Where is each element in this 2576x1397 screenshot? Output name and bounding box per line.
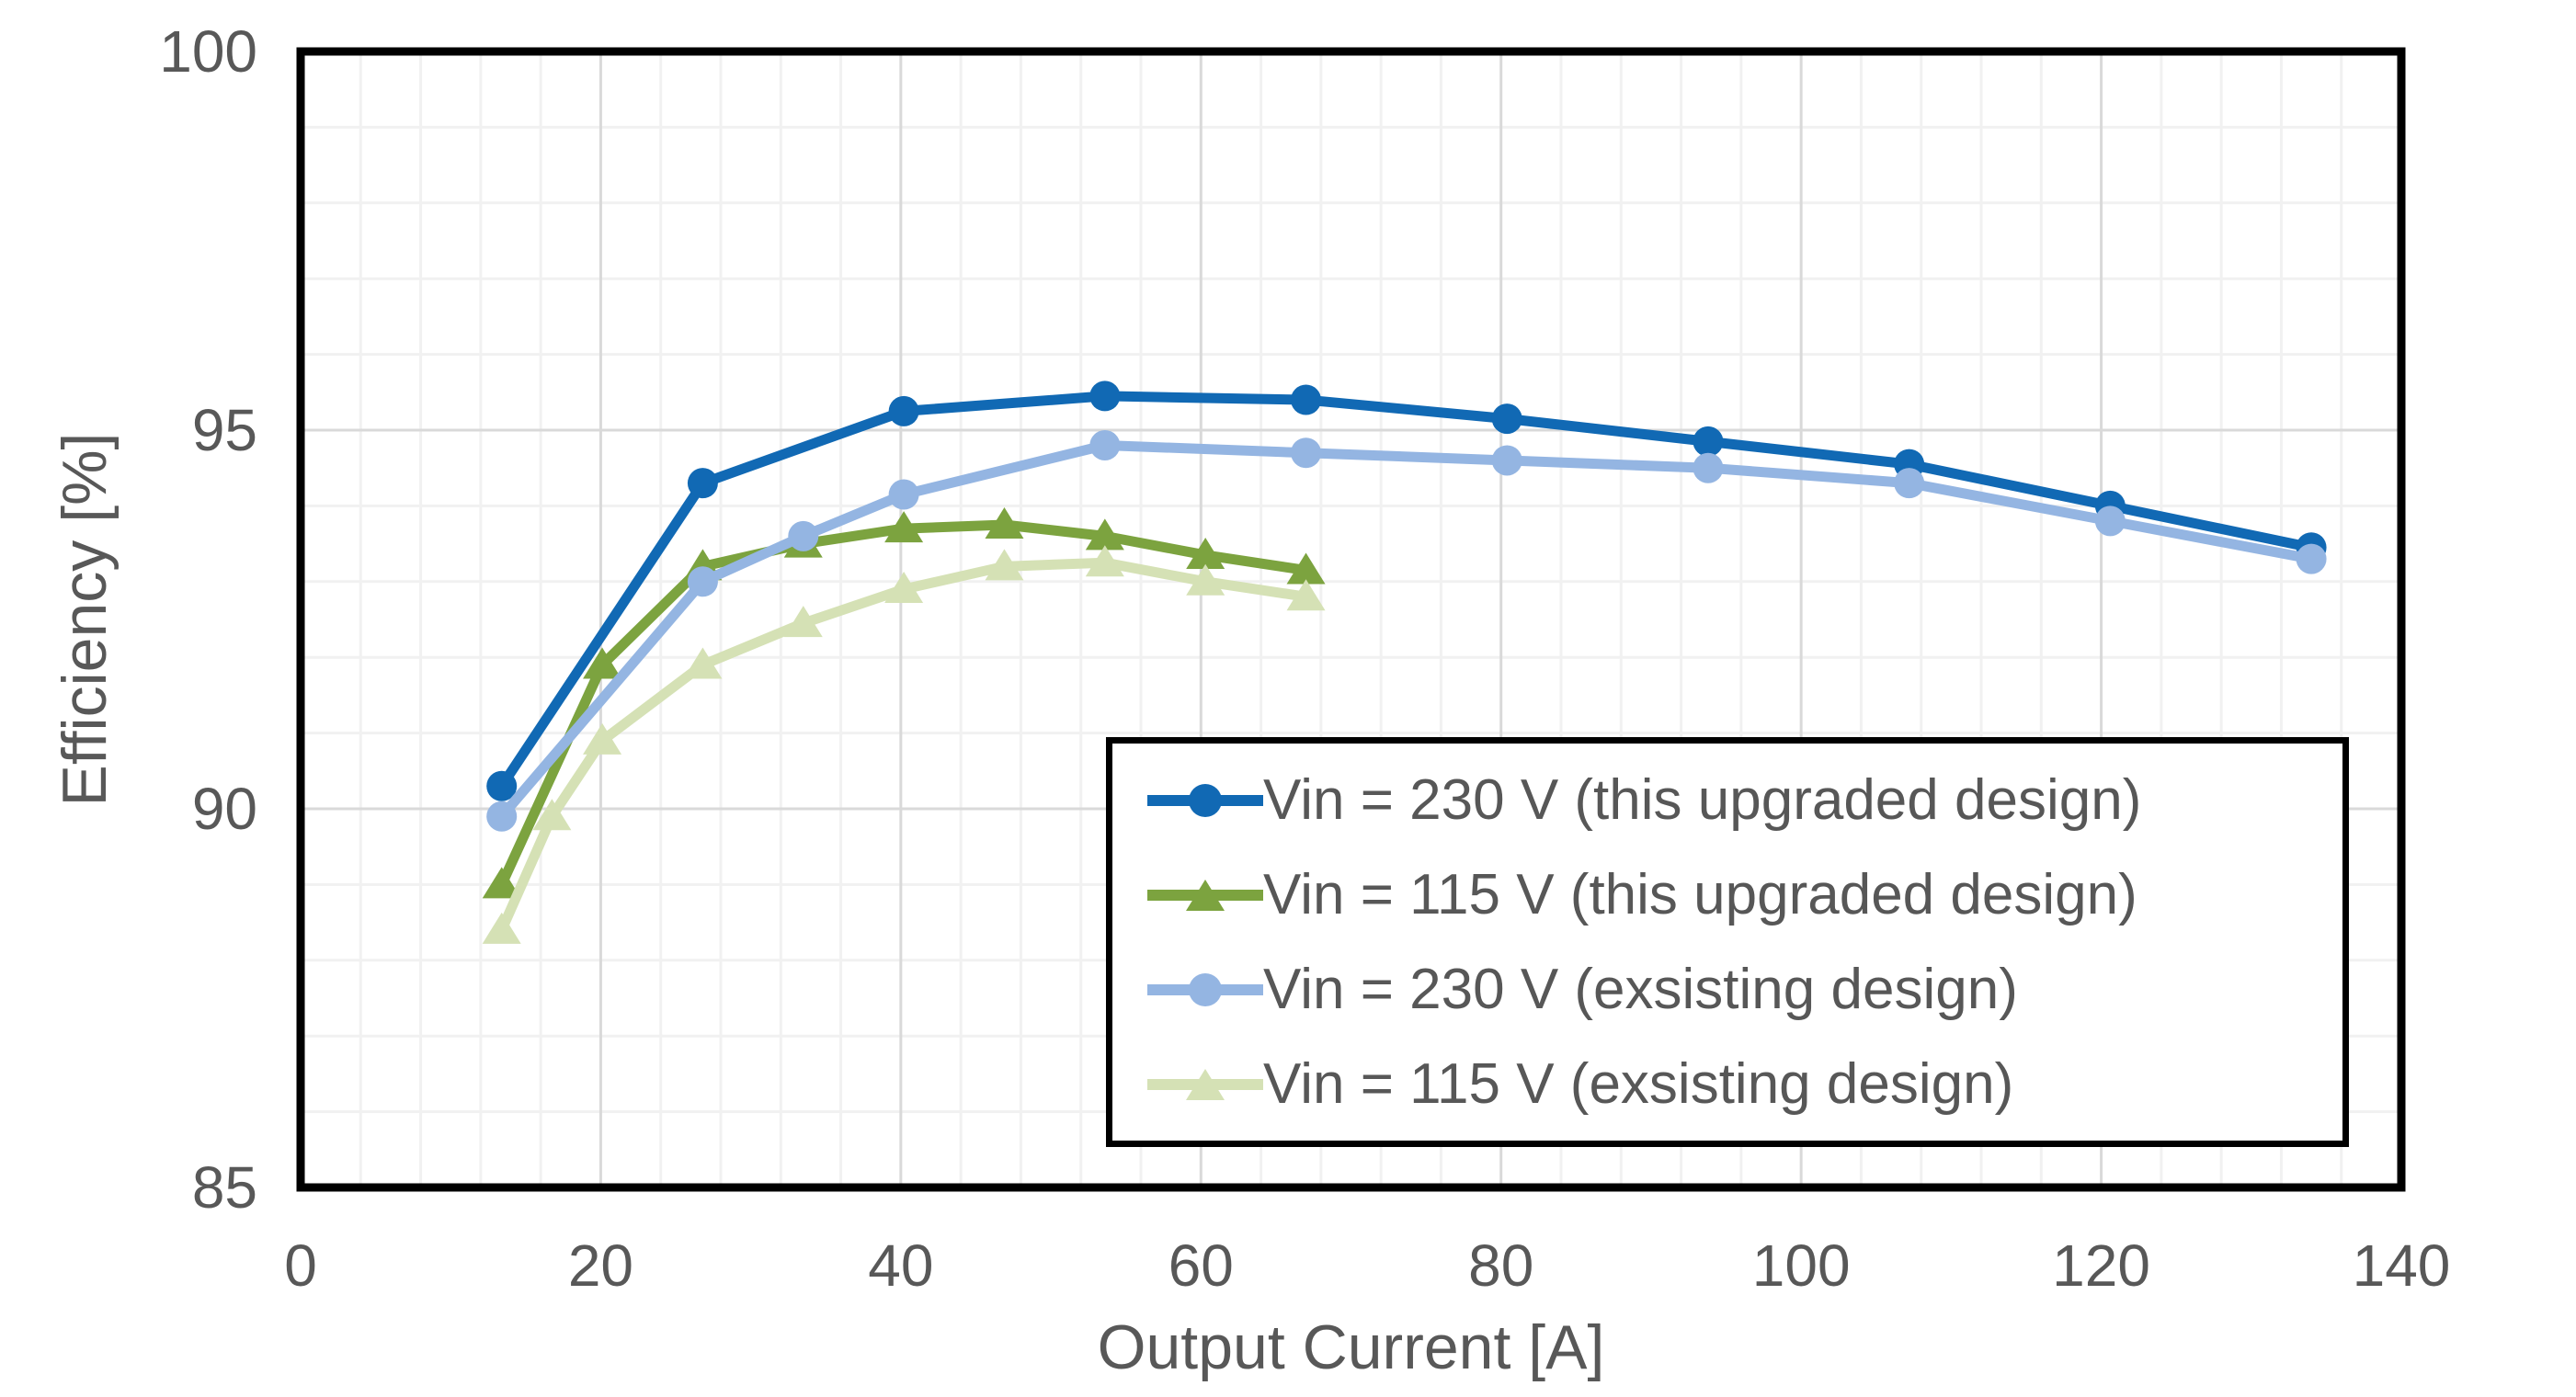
series-3-triangle-marker: [1286, 579, 1326, 611]
x-axis-title: Output Current [A]: [1097, 1312, 1605, 1382]
series-0-circle-marker: [1693, 426, 1724, 457]
series-1-triangle-marker: [1186, 537, 1225, 569]
series-1-triangle-marker: [1085, 518, 1124, 551]
series-line-0: [496, 391, 2317, 791]
x-tick-label: 0: [284, 1232, 317, 1299]
x-tick-label: 20: [567, 1232, 634, 1299]
series-0-circle-marker: [1089, 380, 1121, 412]
series-3-triangle-marker: [884, 572, 924, 604]
series-2-circle-marker: [687, 566, 718, 597]
legend-label: Vin = 115 V (exsisting design): [1263, 1051, 2014, 1116]
series-2-circle-marker: [788, 520, 819, 551]
legend-box: Vin = 230 V (this upgraded design) Vin = …: [1106, 737, 2349, 1147]
series-1-triangle-marker: [884, 511, 924, 543]
series-3-triangle-marker: [783, 606, 823, 638]
series-3-triangle-marker: [482, 912, 521, 944]
legend-label: Vin = 230 V (this upgraded design): [1263, 767, 2142, 832]
series-0-circle-marker: [486, 770, 518, 801]
y-tick-label: 90: [191, 776, 257, 842]
legend-item: Vin = 230 V (this upgraded design): [1147, 767, 2333, 832]
legend-label: Vin = 230 V (exsisting design): [1263, 957, 2018, 1021]
series-2-circle-marker: [1089, 429, 1121, 460]
legend-item: Vin = 115 V (this upgraded design): [1147, 862, 2333, 926]
y-tick-label: 85: [191, 1154, 257, 1221]
series-1-triangle-marker: [985, 507, 1024, 539]
x-tick-label: 40: [868, 1232, 934, 1299]
series-3-triangle-marker: [1186, 563, 1225, 596]
y-axis-title: Efficiency [%]: [50, 432, 120, 807]
legend-circle-marker-icon: [1147, 972, 1263, 1006]
series-0-circle-marker: [1291, 384, 1322, 415]
legend-triangle: [1186, 879, 1225, 911]
legend-label: Vin = 115 V (this upgraded design): [1263, 862, 2137, 926]
legend-item: Vin = 115 V (exsisting design): [1147, 1051, 2333, 1116]
series-2-circle-marker: [888, 479, 919, 510]
legend-circle: [1189, 972, 1222, 1006]
series-1-triangle-marker: [482, 867, 521, 899]
series-2-circle-marker: [2094, 505, 2126, 537]
legend-circle-marker-icon: [1147, 783, 1263, 817]
series-3-triangle-marker: [532, 799, 572, 831]
legend-triangle-marker-icon: [1147, 1068, 1263, 1100]
series-3-triangle-marker: [583, 722, 622, 755]
x-tick-label: 120: [2052, 1232, 2150, 1299]
series-0-circle-marker: [1491, 403, 1522, 435]
legend-triangle-marker-icon: [1147, 879, 1263, 911]
series-2-circle-marker: [1491, 445, 1522, 476]
plot-frame: [296, 47, 2406, 1192]
series-2-circle-marker: [1291, 437, 1322, 469]
series-0-circle-marker: [888, 395, 919, 426]
series-2-circle-marker: [486, 801, 518, 832]
series-1-triangle-marker: [1286, 552, 1326, 585]
series-1-triangle-marker: [583, 647, 622, 679]
series-2-circle-marker: [1894, 468, 1925, 499]
legend-circle: [1189, 783, 1222, 817]
x-tick-label: 140: [2352, 1232, 2451, 1299]
legend-item: Vin = 230 V (exsisting design): [1147, 957, 2333, 1021]
series-3-triangle-marker: [1085, 545, 1124, 577]
x-tick-label: 80: [1468, 1232, 1534, 1299]
y-tick-label: 95: [191, 397, 257, 463]
x-tick-label: 60: [1168, 1232, 1234, 1299]
legend-triangle: [1186, 1068, 1225, 1100]
series-3-triangle-marker: [683, 647, 723, 679]
series-3-triangle-marker: [985, 549, 1024, 581]
series-2-circle-marker: [2296, 543, 2327, 574]
y-tick-label: 100: [159, 18, 257, 85]
series-2-circle-marker: [1693, 452, 1724, 483]
series-line-3: [496, 557, 1312, 936]
x-tick-label: 100: [1751, 1232, 1851, 1299]
series-0-circle-marker: [687, 468, 718, 499]
